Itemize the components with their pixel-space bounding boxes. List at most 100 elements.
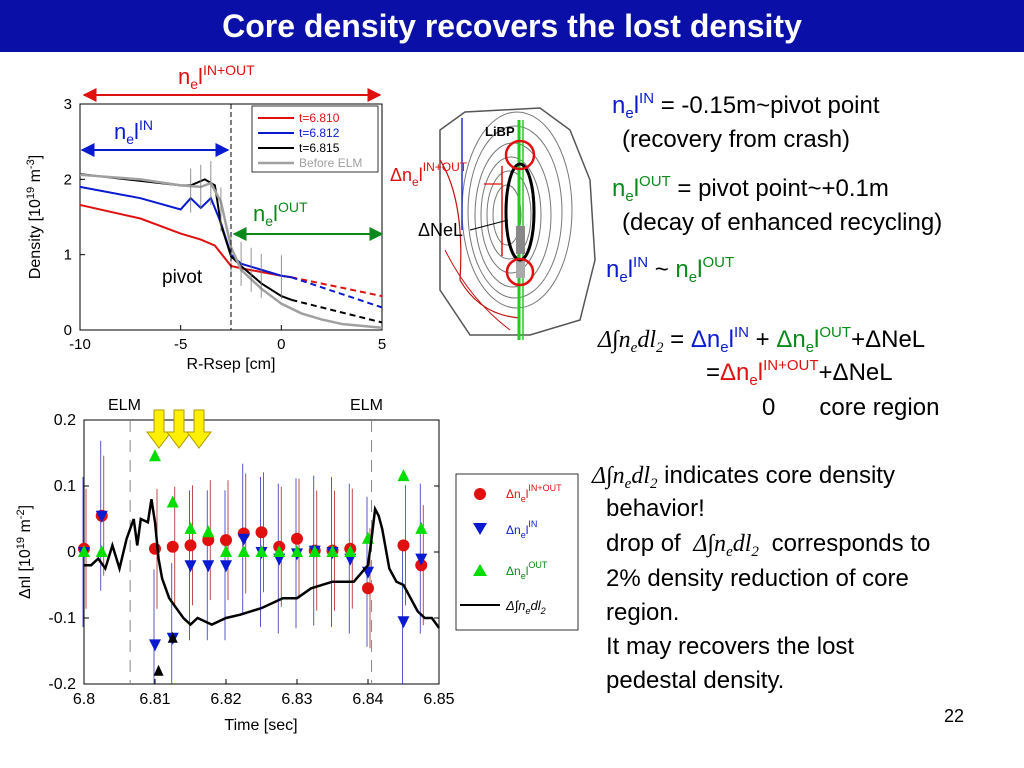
point-inout	[397, 539, 410, 552]
paragraph-line-4: 2% density reduction of core	[606, 565, 909, 592]
libp-label: LiBP	[485, 124, 515, 139]
y-axis-label: Δnl [1019 m-2]	[15, 505, 34, 599]
equation-line-1: Δ∫nedl2 = ΔnelIN + ΔnelOUT+ΔNeL	[598, 324, 926, 356]
point-out	[149, 449, 161, 462]
point-out	[184, 521, 197, 534]
y-axis-label: Density [1019 m-3]	[25, 155, 44, 279]
point-in	[237, 533, 250, 546]
time-legend: ΔnelIN+OUT ΔnelIN ΔnelOUT Δ∫nedl2	[455, 473, 579, 631]
point-out	[202, 525, 215, 538]
point-black	[167, 631, 178, 643]
profile-fit-2	[291, 298, 383, 324]
slide-title: Core density recovers the lost density	[0, 0, 1024, 52]
y-tick-label: 0.2	[54, 412, 76, 429]
top-measurement-circle	[504, 139, 536, 171]
profile-line-1	[79, 185, 292, 279]
point-inout	[291, 532, 303, 545]
dnel-label: ΔNeL	[418, 220, 464, 240]
elm-arrows	[146, 409, 212, 449]
point-out	[415, 521, 428, 534]
series-lines	[79, 161, 383, 329]
point-inout	[184, 539, 197, 552]
legend-before-elm: Before ELM	[299, 156, 362, 170]
point-out	[291, 545, 303, 557]
label-nel-out: nelOUT	[253, 199, 308, 229]
axis-ticks: -10 -5 0 5 0 1 2 3	[64, 96, 387, 353]
x-tick-label: 6.84	[352, 691, 383, 708]
point-inout	[362, 582, 374, 595]
series-points	[78, 440, 441, 684]
paragraph-line-7: pedestal density.	[606, 667, 785, 694]
x-axis-label: R-Rsep [cm]	[187, 356, 276, 373]
paragraph-line-1: Δ∫nedl2 indicates core density	[592, 462, 895, 492]
page-number: 22	[943, 706, 964, 726]
x-axis-label: Time [sec]	[224, 717, 297, 734]
legend-t6815: t=6.815	[299, 141, 340, 155]
def-nel-in: nelIN = -0.15m~pivot point	[612, 90, 880, 122]
point-out	[78, 545, 90, 557]
point-in	[184, 560, 197, 573]
y-tick-label: 0	[67, 544, 76, 561]
point-out	[273, 545, 286, 557]
axis-ticks: 6.8 6.81 6.82 6.83 6.84 6.85 -0.2 -0.1 0 0.1 0.2	[48, 412, 454, 708]
legend-t6810: t=6.810	[299, 111, 340, 125]
libp-geometry-diagram: LiBP	[425, 100, 603, 344]
point-out	[237, 545, 250, 557]
point-in	[415, 553, 428, 566]
label-nel-inout: nelIN+OUT	[178, 62, 255, 92]
profile-line-3	[79, 173, 383, 329]
def-nel-out-desc: (decay of enhanced recycling)	[622, 209, 943, 236]
point-out	[397, 469, 410, 482]
x-tick-label: 6.8	[73, 691, 95, 708]
point-in	[397, 616, 410, 629]
paragraph-line-5: region.	[606, 599, 680, 626]
point-in	[149, 639, 161, 652]
point-out	[308, 545, 321, 557]
equation-line-3: 0 core region	[762, 394, 940, 421]
point-out	[326, 545, 339, 557]
point-out	[95, 545, 108, 557]
y-tick-label: 2	[64, 171, 72, 188]
point-out	[344, 545, 357, 557]
legend-t6812: t=6.812	[299, 126, 340, 140]
x-tick-label: 5	[378, 336, 386, 353]
y-tick-label: -0.2	[48, 676, 76, 693]
point-inout	[255, 526, 268, 539]
elm-lines	[129, 420, 373, 684]
profile-line-0	[79, 203, 292, 279]
x-tick-label: 0	[277, 336, 285, 353]
y-tick-label: 0	[64, 322, 72, 339]
def-nel-in-desc: (recovery from crash)	[622, 126, 851, 153]
bottom-measurement-circle	[505, 257, 535, 287]
y-tick-label: 3	[64, 96, 72, 113]
elm-label-1: ELM	[108, 397, 141, 414]
dnel-inout-label: ΔnelIN+OUT	[390, 160, 468, 189]
point-out	[166, 495, 179, 508]
point-black	[153, 664, 164, 676]
def-nel-out: nelOUT = pivot point~+0.1m	[612, 173, 889, 205]
x-tick-label: 6.85	[423, 691, 454, 708]
paragraph-line-3: drop of Δ∫nedl2 corresponds to	[606, 530, 931, 560]
point-inout	[166, 540, 179, 553]
x-tick-label: 6.81	[139, 691, 170, 708]
x-tick-label: -10	[69, 336, 91, 353]
density-profile-chart: -10 -5 0 5 0 1 2 3 nelIN+OUT nelIN nelOUT pivot…	[25, 62, 387, 373]
profile-fit-1	[291, 276, 383, 309]
point-inout	[220, 534, 232, 547]
y-tick-label: -0.1	[48, 610, 76, 627]
delta-nl-time-chart: 6.8 6.81 6.82 6.83 6.84 6.85 -0.2 -0.1 0 0.1 0.2 E…	[15, 397, 579, 734]
point-out	[255, 545, 268, 557]
label-nel-in: nelIN	[114, 117, 153, 147]
profile-fit-0	[291, 276, 383, 298]
paragraph-line-2: behavior!	[606, 495, 705, 522]
point-in	[95, 510, 108, 523]
profile-legend: t=6.810 t=6.812 t=6.815 Before ELM	[251, 105, 379, 173]
paragraph-line-6: It may recovers the lost	[606, 633, 855, 660]
integral-trace	[84, 499, 441, 629]
point-out	[220, 545, 232, 557]
label-pivot: pivot	[162, 267, 203, 288]
point-in	[202, 560, 215, 573]
equation-line-2: =ΔnelIN+OUT+ΔNeL	[706, 357, 893, 389]
y-tick-label: 1	[64, 247, 72, 264]
x-tick-label: 6.83	[281, 691, 312, 708]
